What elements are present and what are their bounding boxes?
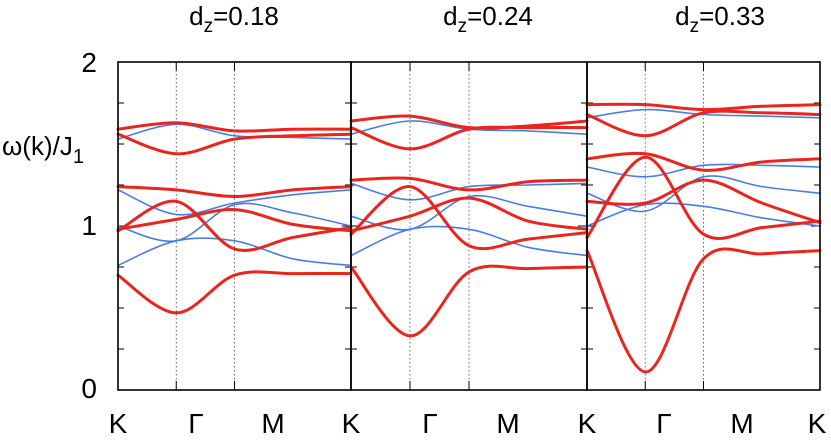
panel-2-blue-band-7	[350, 225, 588, 257]
panel-1-title-value: =0.18	[213, 1, 279, 31]
panel-1-blue-band-8	[117, 202, 352, 243]
panel-3-title-value: =0.33	[699, 1, 765, 31]
panel-3-blue-band-9	[586, 163, 821, 178]
panel-2-red-band-4	[349, 176, 589, 192]
panel-3-title-main: d	[675, 1, 689, 31]
x-tick-label-gamma: Γ	[422, 408, 437, 439]
x-tick-label-m: M	[730, 408, 753, 439]
panel-2-blue-band-9	[350, 182, 588, 201]
panel-2-red-band-6	[349, 114, 589, 130]
panel-3-red-band-6	[585, 102, 822, 112]
panel-3-red-band-1	[585, 247, 822, 374]
y-axis-label: ω(k)/J1	[2, 131, 84, 168]
panel-2-red-band-5	[349, 125, 589, 151]
panel-2-red-band-1	[349, 264, 589, 338]
panel-1-title-main: d	[189, 1, 203, 31]
x-tick-label-gamma: Γ	[656, 408, 671, 439]
x-tick-label-k: K	[342, 408, 361, 439]
panel-1-red-band-5	[116, 132, 353, 156]
panel-1-title-subscript: z	[204, 16, 214, 37]
x-tick-label-m: M	[261, 408, 284, 439]
y-tick-label-1: 1	[81, 210, 97, 241]
panel-1-red-band-2	[116, 199, 353, 252]
panel-3-frame	[586, 61, 821, 391]
panel-3-blue-band-10	[586, 108, 821, 119]
y-tick-label-0: 0	[81, 373, 97, 404]
panel-1-blue-band-7	[117, 237, 352, 267]
panel-1-red-band-6	[116, 121, 353, 133]
x-tick-label-k: K	[578, 408, 597, 439]
panel-2-title-main: d	[443, 1, 457, 31]
panel-3-red-band-3	[585, 178, 822, 225]
panel-2-blue-band-8	[350, 194, 588, 231]
panel-1-red-band-4	[116, 185, 353, 198]
panel-1-blue-band-10	[117, 123, 352, 140]
panel-2-title: dz=0.24	[443, 1, 533, 37]
panel-3-red-band-4	[585, 151, 822, 172]
y-tick-label-2: 2	[81, 47, 97, 78]
panel-2-title-value: =0.24	[467, 1, 533, 31]
panel-3-title-subscript: z	[690, 16, 700, 37]
panel-1-red-band-1	[116, 270, 353, 315]
x-tick-label-gamma: Γ	[188, 408, 203, 439]
panel-2-red-band-3	[349, 196, 589, 233]
panel-3-title: dz=0.33	[675, 1, 765, 37]
panel-3-red-band-2	[585, 155, 822, 240]
x-tick-label-k: K	[808, 408, 827, 439]
panel-2-title-subscript: z	[458, 16, 468, 37]
x-tick-label-m: M	[496, 408, 519, 439]
y-axis-label-main: ω(k)/J	[2, 131, 73, 161]
panel-3-blue-band-8	[586, 175, 821, 213]
panel-1-red-band-3	[116, 208, 353, 233]
panel-3-red-band-5	[585, 109, 822, 138]
panel-2-red-band-2	[349, 185, 589, 251]
y-axis-label-subscript: 1	[73, 146, 84, 168]
plot-layer	[116, 61, 822, 391]
x-tick-label-k: K	[109, 408, 128, 439]
panel-1-title: dz=0.18	[189, 1, 279, 37]
